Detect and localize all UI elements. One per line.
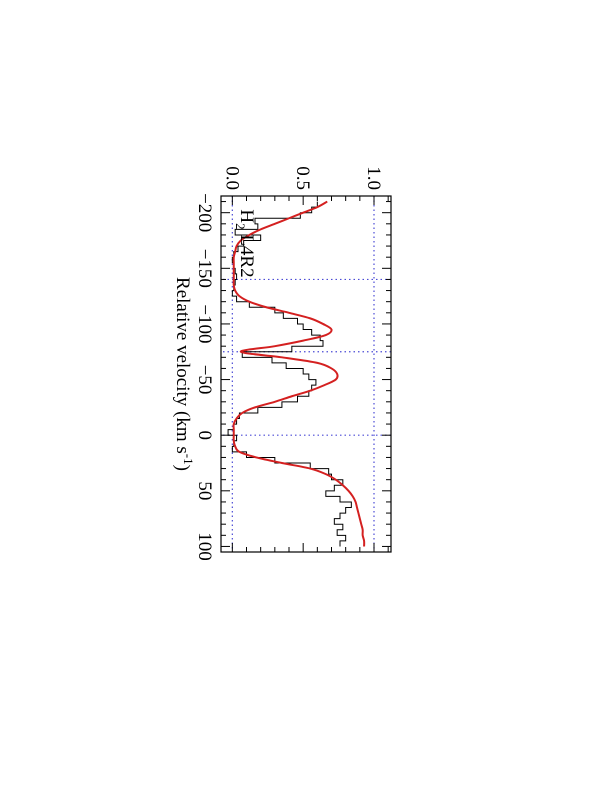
annotation-species: H bbox=[236, 209, 257, 223]
x-tick-label-1: −150 bbox=[194, 249, 215, 288]
labels-layer: H2 L4R2 Relative velocity (km s-1) bbox=[172, 209, 257, 471]
axes-layer: −200 −150 −100 −50 0 50 100 0.0 0.5 1.0 bbox=[194, 166, 392, 561]
x-tick-label-4: 0 bbox=[194, 430, 215, 440]
annotation-transition: L4R2 bbox=[236, 230, 257, 278]
y-tick-label-0: 0.0 bbox=[221, 166, 242, 190]
reference-lines bbox=[221, 196, 391, 552]
y-tick-label-2: 1.0 bbox=[363, 166, 384, 190]
data-histogram-layer bbox=[227, 201, 352, 547]
x-tick-label-0: −200 bbox=[194, 193, 215, 232]
y-tick-label-1: 0.5 bbox=[292, 166, 313, 190]
plot-root: −200 −150 −100 −50 0 50 100 0.0 0.5 1.0 H2 L4R2 R… bbox=[172, 166, 392, 561]
line-annotation: H2 L4R2 bbox=[233, 209, 257, 277]
x-tick-label-6: 100 bbox=[194, 532, 215, 561]
x-tick-label-5: 50 bbox=[194, 481, 215, 500]
x-tick-label-3: −50 bbox=[194, 365, 215, 395]
x-axis-label-text: Relative velocity (km s bbox=[172, 277, 193, 454]
x-axis-label-superscript: -1 bbox=[181, 454, 196, 465]
x-tick-label-2: −100 bbox=[194, 304, 215, 343]
x-axis-label: Relative velocity (km s-1) bbox=[172, 277, 196, 471]
observed-spectrum-histogram bbox=[227, 201, 352, 547]
model-fit-curve bbox=[232, 200, 366, 547]
model-fit-layer bbox=[232, 200, 366, 547]
plot-frame bbox=[220, 195, 392, 553]
annotation-subscript: 2 bbox=[233, 223, 248, 230]
x-axis-label-end: ) bbox=[172, 465, 193, 471]
